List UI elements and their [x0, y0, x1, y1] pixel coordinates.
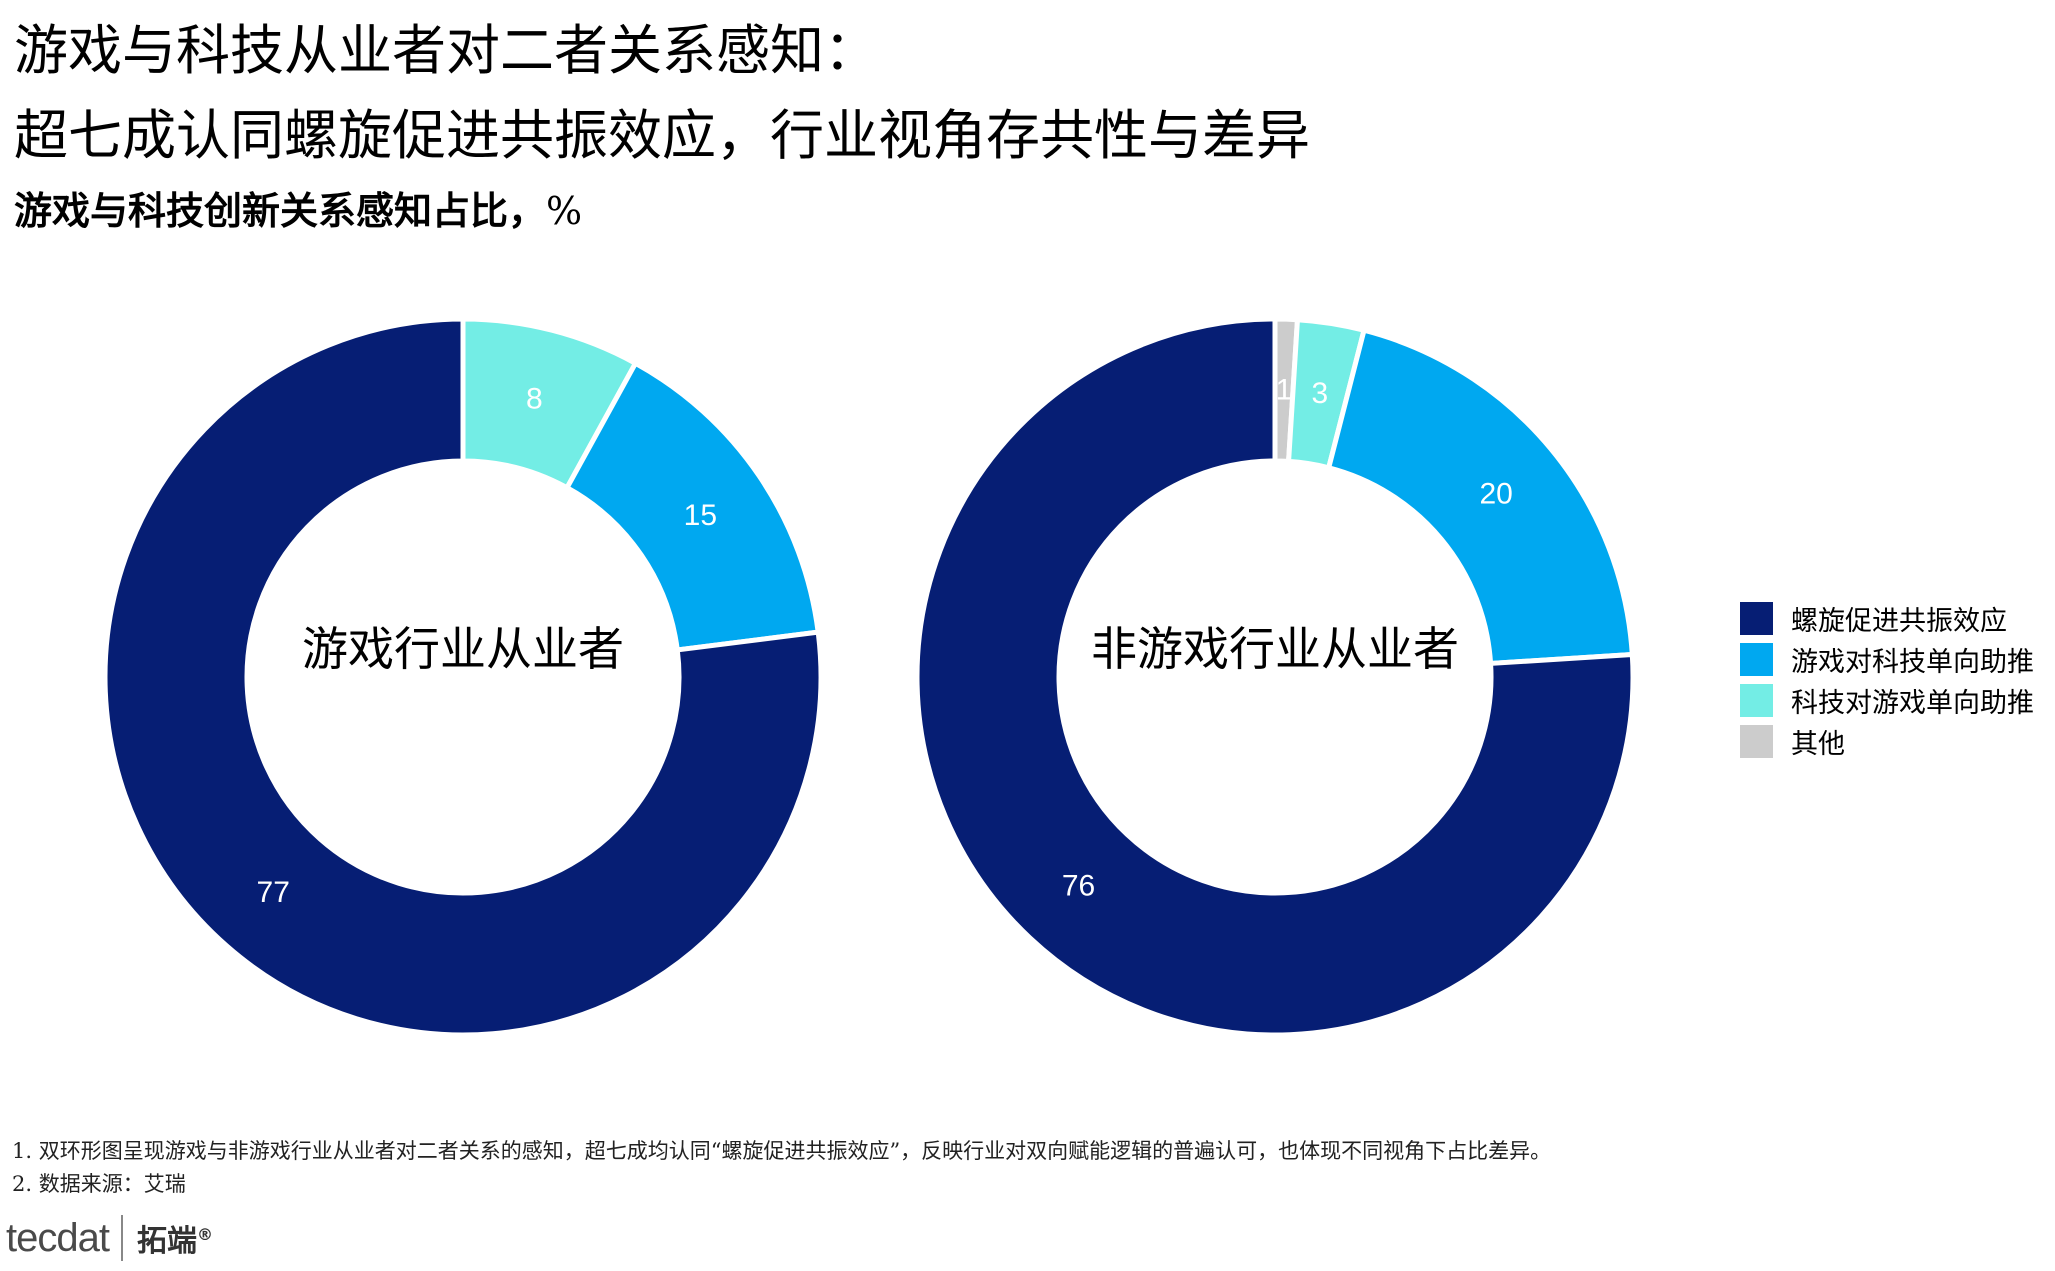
subtitle-unit: %	[546, 189, 583, 233]
donut-chart-2: 1 3 20 76 非游戏行业从业者	[914, 316, 1636, 1038]
title-line-2: 超七成认同螺旋促进共振效应，行业视角存共性与差异	[14, 104, 1310, 167]
subtitle-text: 游戏与科技创新关系感知占比，	[14, 188, 547, 233]
legend-label: 游戏对科技单向助推	[1791, 647, 2034, 678]
chart-title: 游戏与科技从业者对二者关系感知： 超七成认同螺旋促进共振效应，行业视角存共性与差…	[14, 8, 1310, 178]
logo-divider	[120, 1215, 123, 1261]
logo-chinese: 拓端®	[136, 1224, 213, 1259]
data-label-spiral: 76	[1062, 870, 1095, 903]
donut-center-label: 游戏行业从业者	[302, 622, 624, 676]
donut-slice-game-to-tech	[564, 360, 821, 653]
legend-item-spiral: 螺旋促进共振效应	[1740, 598, 2034, 639]
legend-label: 科技对游戏单向助推	[1791, 688, 2034, 719]
donut-slice-spiral	[914, 316, 1636, 1038]
donut-slice-game-to-tech	[1326, 327, 1635, 666]
brand-logo: tecdat 拓端®	[6, 1210, 213, 1266]
data-label-game-to-tech: 20	[1479, 478, 1512, 511]
legend-label: 其他	[1791, 729, 1845, 760]
data-label-tech-to-game: 8	[526, 383, 543, 416]
legend-item-tech-to-game: 科技对游戏单向助推	[1740, 680, 2034, 721]
legend-label: 螺旋促进共振效应	[1791, 606, 2007, 637]
donut-charts: 081577游戏行业从业者132076非游戏行业从业者	[102, 316, 1636, 1038]
data-label-spiral: 77	[257, 876, 290, 909]
chart-subtitle: 游戏与科技创新关系感知占比，%	[14, 180, 582, 235]
footnote-1: 1. 双环形图呈现游戏与非游戏行业从业者对二者关系的感知，超七成均认同“螺旋促进…	[12, 1139, 1552, 1163]
legend-swatch	[1740, 602, 1773, 635]
donut-chart-1: 081577游戏行业从业者	[102, 316, 824, 1038]
data-label-game-to-tech: 15	[684, 499, 717, 532]
data-label-other: 1	[1276, 374, 1293, 407]
logo-wordmark: tecdat	[6, 1215, 110, 1260]
footnote-2: 2. 数据来源：艾瑞	[12, 1172, 186, 1196]
legend-item-game-to-tech: 游戏对科技单向助推	[1740, 639, 2034, 680]
footnotes: 1. 双环形图呈现游戏与非游戏行业从业者对二者关系的感知，超七成均认同“螺旋促进…	[12, 1135, 1551, 1201]
donut-center-label: 非游戏行业从业者	[1091, 622, 1459, 676]
data-label-tech-to-game: 3	[1312, 377, 1329, 410]
title-line-1: 游戏与科技从业者对二者关系感知：	[14, 19, 878, 82]
donut-slice-spiral	[102, 316, 824, 1038]
legend-swatch	[1740, 725, 1773, 758]
legend-swatch	[1740, 684, 1773, 717]
legend: 螺旋促进共振效应 游戏对科技单向助推 科技对游戏单向助推 其他	[1740, 598, 2034, 762]
legend-item-other: 其他	[1740, 721, 2034, 762]
legend-swatch	[1740, 643, 1773, 676]
